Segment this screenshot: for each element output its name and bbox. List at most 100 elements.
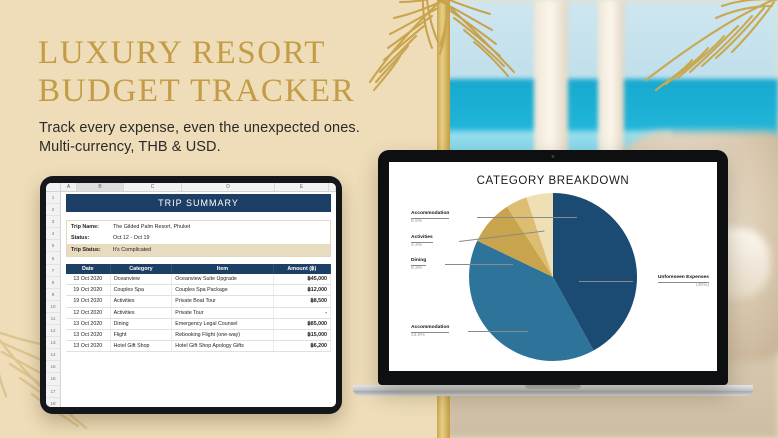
col-date[interactable]: Date <box>66 263 111 274</box>
col-amount[interactable]: Amount (฿) <box>273 263 332 274</box>
pie-slice[interactable] <box>526 193 553 277</box>
cell-date: 13 Oct 2020 <box>66 329 111 342</box>
pie-label-name: Accommodation <box>411 325 450 333</box>
row-header-16[interactable]: 16 <box>46 373 60 386</box>
pie-chart: Accommodation 5.5% Activities 4.4% Dinin… <box>389 187 717 367</box>
spreadsheet-row-headers: 1 2 3 4 5 6 7 8 9 10 11 12 13 14 15 16 17 18 <box>46 192 61 407</box>
cell-date: 12 Oct 2020 <box>66 307 111 319</box>
column-header-b[interactable]: B <box>77 183 124 191</box>
expenses-table-body: 13 Oct 2020 Oceanview Oceanview Suite Upgr… <box>66 273 332 353</box>
row-header-4[interactable]: 4 <box>46 228 60 241</box>
row-header-1[interactable]: 1 <box>46 192 60 205</box>
page-title: LUXURY RESORT BUDGET TRACKER <box>38 34 355 110</box>
laptop-lid: CATEGORY BREAKDOWN Accommodation 5.5% Ac… <box>378 150 728 385</box>
col-category[interactable]: Category <box>110 263 173 274</box>
row-header-17[interactable]: 17 <box>46 386 60 398</box>
column-header-a[interactable]: A <box>61 183 77 191</box>
info-label: Trip Name: <box>71 223 99 230</box>
headline-line-2: BUDGET TRACKER <box>38 73 356 109</box>
cell-date: 13 Oct 2020 <box>66 318 111 330</box>
pie-label-percent: 4.4% <box>411 242 423 248</box>
row-header-18[interactable]: 18 <box>46 398 60 407</box>
cell-amount: ฿45,000 <box>273 273 332 286</box>
column-header-c[interactable]: C <box>124 183 182 191</box>
trip-summary-banner: TRIP SUMMARY <box>66 194 331 212</box>
cell-amount: ฿12,000 <box>273 284 332 297</box>
row-header-10[interactable]: 10 <box>46 301 60 313</box>
pie-label-name: Dining <box>411 258 427 266</box>
cell-date: 19 Oct 2020 <box>66 284 111 297</box>
info-row: Trip Name: The Gilded Palm Resort, Phuket <box>67 221 330 233</box>
cell-item: Private Tour <box>171 307 274 319</box>
pie-label-percent: (45%) <box>695 282 709 288</box>
cell-item: Hotel Gift Shop Apology Gifts <box>171 340 274 353</box>
table-row[interactable]: 19 Oct 2020 Couples Spa Couples Spa Packag… <box>66 284 332 297</box>
cell-amount: ฿6,200 <box>273 340 332 353</box>
cell-item: Private Boat Tour <box>171 295 274 308</box>
tablet-screen: A B C D E 1 2 3 4 5 6 7 8 9 10 11 12 13 14 15 16 17 18 TR… <box>46 183 336 407</box>
info-value[interactable]: Oct 12 - Oct 19 <box>113 235 150 242</box>
cell-amount: - <box>273 307 332 319</box>
webcam-icon <box>551 155 555 158</box>
pie-label-dining: Dining 9.3% <box>411 258 427 272</box>
pie-slice[interactable] <box>553 193 637 351</box>
cell-amount: ฿8,500 <box>273 295 332 308</box>
subtitle-line-1: Track every expense, even the unexpected… <box>39 120 360 136</box>
cell-category: Activities <box>110 295 173 308</box>
info-value[interactable]: It's Complicated <box>113 246 152 253</box>
cell-item: Couples Spa Package <box>171 284 274 297</box>
spreadsheet-corner-cell[interactable] <box>46 183 61 191</box>
info-label: Status: <box>71 235 90 242</box>
pie-label-percent: 43.0% <box>411 332 425 338</box>
leader-line <box>468 331 528 332</box>
table-row[interactable]: 19 Oct 2020 Activities Private Boat Tour ฿8… <box>66 295 332 308</box>
row-header-9[interactable]: 9 <box>46 289 60 301</box>
info-value[interactable]: The Gilded Palm Resort, Phuket <box>113 223 191 230</box>
table-row[interactable]: 13 Oct 2020 Flight Rebooking Flight (one-w… <box>66 329 332 342</box>
row-header-3[interactable]: 3 <box>46 216 60 229</box>
column-header-d[interactable]: D <box>182 183 275 191</box>
pie-slice[interactable] <box>469 240 594 361</box>
row-header-5[interactable]: 5 <box>46 240 60 253</box>
pie-label-activities: Activities 4.4% <box>411 235 433 249</box>
table-row[interactable]: 13 Oct 2020 Oceanview Oceanview Suite Upgr… <box>66 273 332 286</box>
cell-date: 13 Oct 2020 <box>66 340 111 353</box>
row-header-6[interactable]: 6 <box>46 252 60 265</box>
row-header-12[interactable]: 12 <box>46 325 60 338</box>
row-header-13[interactable]: 13 <box>46 337 60 350</box>
spreadsheet-body: 1 2 3 4 5 6 7 8 9 10 11 12 13 14 15 16 17 18 TRIP SUMMARY… <box>46 192 336 407</box>
page-subtitle: Track every expense, even the unexpected… <box>39 119 360 157</box>
pie-label-name: Accommodation <box>411 211 450 219</box>
row-header-7[interactable]: 7 <box>46 265 60 277</box>
cell-item: Rebooking Flight (one-way) <box>171 329 274 342</box>
pie-label-name: Activities <box>411 235 433 243</box>
row-header-14[interactable]: 14 <box>46 349 60 362</box>
table-row[interactable]: 13 Oct 2020 Hotel Gift Shop Hotel Gift Sho… <box>66 340 332 353</box>
expenses-table: Date Category Item Amount (฿) 13 Oct 202… <box>66 263 332 353</box>
cell-date: 13 Oct 2020 <box>66 273 111 286</box>
laptop-base <box>353 385 753 396</box>
column-header-f[interactable] <box>329 183 336 191</box>
table-header-row: Date Category Item Amount (฿) <box>66 263 332 274</box>
row-header-15[interactable]: 15 <box>46 361 60 374</box>
table-row[interactable]: 12 Oct 2020 Activities Private Tour - <box>66 307 332 319</box>
column-header-e[interactable]: E <box>275 183 329 191</box>
cell-category: Flight <box>110 329 173 342</box>
cell-amount: ฿85,000 <box>273 318 332 330</box>
cell-date: 19 Oct 2020 <box>66 295 111 308</box>
row-header-2[interactable]: 2 <box>46 204 60 217</box>
table-row[interactable]: 13 Oct 2020 Dining Emergency Legal Counsel… <box>66 318 332 330</box>
cell-category: Dining <box>110 318 173 330</box>
leader-line <box>445 264 513 265</box>
pie-label-accommodation-small: Accommodation 5.5% <box>411 211 450 225</box>
pie-slice[interactable] <box>477 206 553 277</box>
leader-line <box>477 217 577 218</box>
laptop-device: CATEGORY BREAKDOWN Accommodation 5.5% Ac… <box>353 150 753 396</box>
cell-category: Oceanview <box>110 273 173 286</box>
row-header-8[interactable]: 8 <box>46 277 60 289</box>
row-header-11[interactable]: 11 <box>46 313 60 326</box>
pie-label-percent: 9.3% <box>411 265 423 271</box>
cell-category: Hotel Gift Shop <box>110 340 173 353</box>
col-item[interactable]: Item <box>171 263 274 274</box>
